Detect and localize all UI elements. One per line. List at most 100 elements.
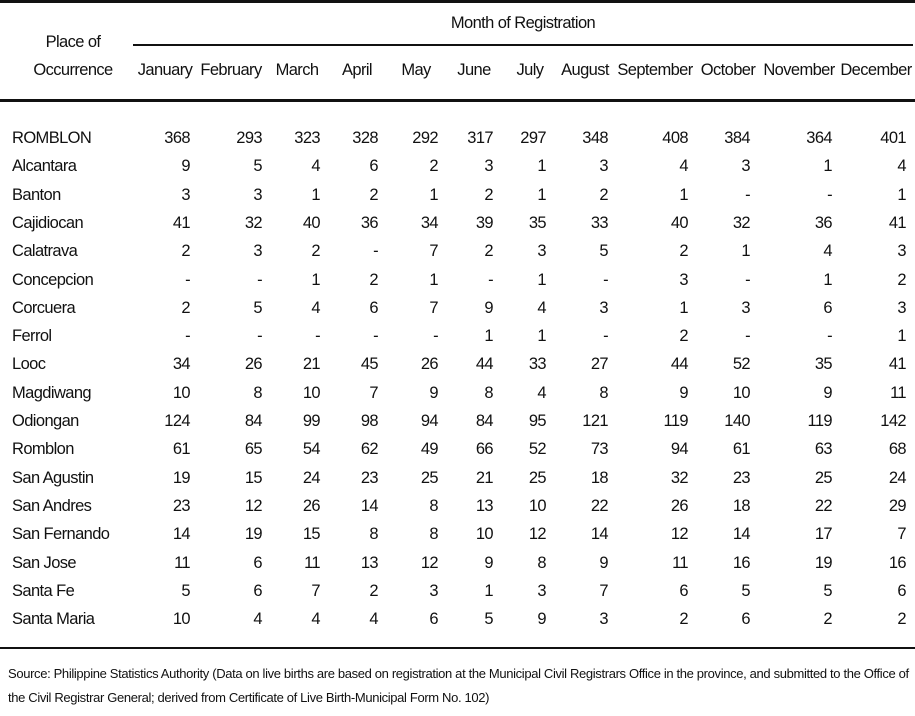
cell-value: 29: [888, 496, 907, 515]
cell-value: 1: [679, 298, 688, 317]
cell-value: 45: [360, 355, 379, 374]
cell-value: 8: [429, 496, 438, 515]
cell-value: 1: [537, 185, 546, 204]
cell-value: 19: [172, 468, 191, 487]
cell-value: 54: [302, 440, 321, 459]
cell-value: 18: [732, 496, 751, 515]
cell-value: 40: [670, 213, 689, 232]
cell-value: 44: [670, 355, 689, 374]
cell-value: 14: [360, 496, 379, 515]
cell-value: 8: [599, 383, 608, 402]
cell-value: 297: [520, 129, 546, 147]
cell-value: 32: [244, 213, 263, 232]
cell-value: 3: [599, 298, 608, 317]
cell-value: 12: [528, 525, 547, 544]
cell-value: 2: [181, 298, 190, 317]
cell-value: 44: [475, 355, 494, 374]
cell-value: 11: [174, 553, 191, 572]
cell-value: -: [257, 270, 263, 289]
cell-value: 328: [352, 129, 378, 147]
cell-value: 14: [172, 525, 191, 544]
cell-value: 2: [369, 581, 378, 600]
cell-value: 3: [897, 242, 906, 261]
cell-value: 34: [420, 213, 439, 232]
place-name: Alcantara: [12, 157, 77, 176]
cell-value: 6: [897, 581, 906, 600]
cell-value: 5: [181, 581, 190, 600]
cell-value: 65: [244, 440, 263, 459]
place-name: San Agustin: [12, 468, 94, 487]
cell-value: 41: [172, 213, 191, 232]
cell-value: 323: [294, 129, 320, 147]
cell-value: 1: [823, 270, 832, 289]
cell-value: 364: [806, 129, 832, 147]
cell-value: 27: [590, 355, 609, 374]
month-header: May: [401, 61, 431, 79]
cell-value: 23: [172, 496, 191, 515]
cell-value: 9: [429, 383, 438, 402]
cell-value: 25: [814, 468, 833, 487]
cell-value: 6: [823, 298, 832, 317]
cell-value: 39: [475, 213, 494, 232]
cell-value: 33: [528, 355, 547, 374]
cell-value: 61: [172, 440, 191, 459]
cell-value: 14: [590, 525, 609, 544]
cell-value: 124: [164, 412, 190, 430]
cell-value: 121: [582, 412, 608, 430]
cell-value: 3: [253, 185, 262, 204]
place-header: Place of Occurrence: [33, 33, 113, 79]
cell-value: 26: [302, 496, 321, 515]
cell-value: 84: [475, 412, 494, 430]
cell-value: 4: [537, 298, 546, 317]
cell-value: 25: [528, 468, 547, 487]
cell-value: 21: [302, 355, 321, 374]
cell-value: 1: [537, 270, 546, 289]
place-name: San Andres: [12, 496, 92, 515]
cell-value: 3: [537, 581, 546, 600]
cell-value: 7: [369, 383, 378, 402]
cell-value: -: [603, 270, 609, 289]
cell-value: 3: [897, 298, 906, 317]
cell-value: 66: [475, 440, 494, 459]
cell-value: 292: [412, 129, 438, 147]
cell-value: 15: [244, 468, 263, 487]
cell-value: 119: [663, 412, 688, 430]
cell-value: 62: [360, 440, 379, 459]
cell-value: 5: [823, 581, 832, 600]
cell-value: 3: [679, 270, 688, 289]
cell-value: 19: [814, 553, 833, 572]
cell-value: 1: [311, 270, 320, 289]
cell-value: 2: [679, 327, 688, 346]
cell-value: 22: [590, 496, 609, 515]
place-name: Cajidiocan: [12, 213, 84, 232]
cell-value: 7: [429, 298, 438, 317]
place-name: Corcuera: [12, 298, 76, 317]
cell-value: 5: [253, 298, 262, 317]
cell-value: 41: [888, 213, 907, 232]
cell-value: 1: [897, 327, 906, 346]
cell-value: 12: [420, 553, 439, 572]
cell-value: 9: [823, 383, 832, 402]
cell-value: 6: [253, 553, 262, 572]
cell-value: 19: [244, 525, 263, 544]
cell-value: 5: [599, 242, 608, 261]
cell-value: 16: [732, 553, 751, 572]
cell-value: 2: [311, 242, 320, 261]
cell-value: 61: [732, 440, 751, 459]
place-name: Odiongan: [12, 412, 79, 430]
cell-value: 63: [814, 440, 833, 459]
cell-value: 32: [732, 213, 751, 232]
cell-value: 4: [311, 157, 320, 176]
cell-value: 9: [537, 610, 546, 629]
cell-value: 4: [253, 610, 262, 629]
cell-value: 12: [244, 496, 263, 515]
cell-value: 95: [528, 412, 547, 430]
cell-value: 14: [732, 525, 751, 544]
cell-value: 1: [823, 157, 832, 176]
month-header: June: [457, 61, 491, 79]
cell-value: 401: [880, 129, 906, 147]
cell-value: 348: [582, 129, 608, 147]
cell-value: -: [827, 327, 833, 346]
cell-value: -: [433, 327, 439, 346]
place-name: Santa Maria: [12, 610, 95, 629]
